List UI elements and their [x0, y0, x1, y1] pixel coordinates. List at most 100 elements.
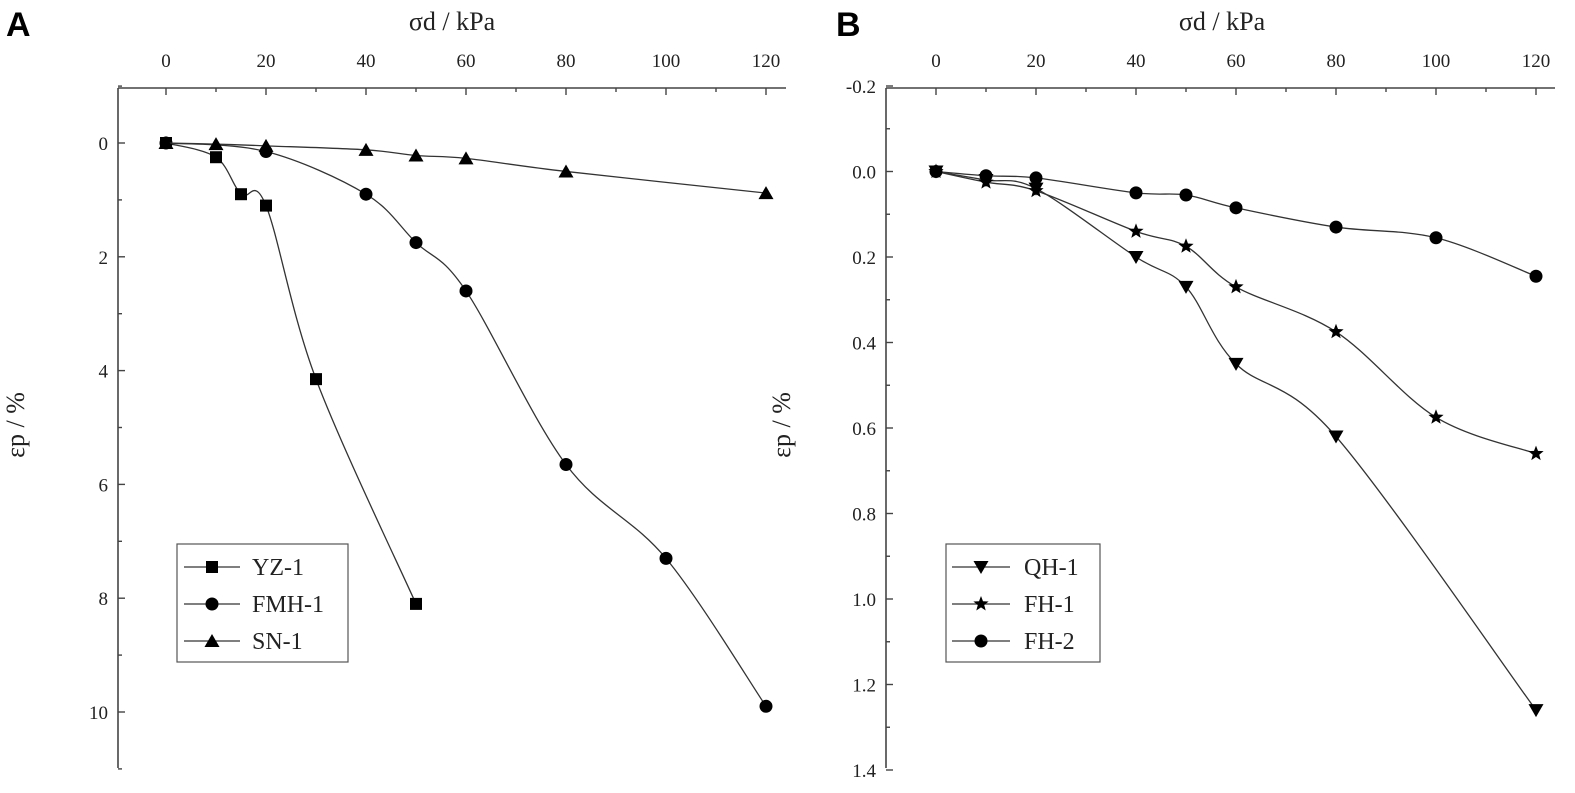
- data-point-sn-1: [358, 142, 374, 156]
- data-point-qh-1: [1228, 357, 1244, 371]
- series-line-yz-1: [165, 142, 417, 605]
- panel-b-label: B: [836, 6, 861, 44]
- x-tick-label: 40: [1127, 51, 1146, 72]
- y-tick-label: 8: [99, 589, 109, 610]
- data-point-fh-1: [1228, 278, 1244, 294]
- panel-b-y-axis-title: εp / %: [767, 392, 796, 458]
- data-point-fmh-1: [409, 236, 423, 250]
- y-tick-label: 10: [89, 703, 108, 724]
- legend-item-fh-2: FH-2: [952, 629, 1075, 655]
- x-tick-label: 120: [752, 51, 781, 72]
- data-point-yz-1: [260, 199, 272, 212]
- legend-label-fh-1: FH-1: [1024, 592, 1075, 618]
- data-point-fh-2: [979, 169, 993, 183]
- series-line-fh-1: [935, 170, 1537, 455]
- data-point-fmh-1: [359, 187, 373, 201]
- data-point-fmh-1: [459, 284, 473, 298]
- y-tick-label: 1.0: [852, 590, 876, 611]
- data-point-yz-1: [210, 151, 222, 164]
- data-point-sn-1: [758, 186, 774, 200]
- data-point-sn-1: [158, 136, 174, 149]
- y-tick-label: 0.8: [852, 505, 876, 526]
- panel-a-y-axis-title: εp / %: [1, 392, 30, 458]
- y-tick-label: 6: [99, 475, 109, 496]
- legend-label-fmh-1: FMH-1: [252, 592, 324, 618]
- y-tick-label: 1.4: [852, 761, 876, 782]
- panel-a-series: [158, 136, 774, 713]
- y-tick-label: 4: [99, 362, 109, 383]
- panel-b-legend-box: [945, 543, 1101, 663]
- panel-b-legend: QH-1 FH-1 FH-2: [945, 543, 1101, 663]
- series-line-qh-1: [935, 170, 1537, 711]
- legend-item-fmh-1: FMH-1: [184, 592, 324, 618]
- legend-triangle-up-marker: [204, 634, 220, 647]
- x-tick-label: 40: [357, 51, 376, 72]
- data-point-yz-1: [410, 597, 422, 610]
- data-point-fh-2: [1229, 201, 1243, 215]
- legend-label-yz-1: YZ-1: [252, 555, 304, 581]
- data-point-sn-1: [258, 138, 274, 152]
- legend-item-qh-1: QH-1: [952, 555, 1079, 581]
- y-tick-label: 0: [99, 134, 109, 155]
- data-point-qh-1: [1528, 704, 1544, 718]
- data-point-fh-1: [1178, 238, 1194, 253]
- data-point-fh-2: [929, 165, 943, 178]
- panel-a-x-ticks: 0 20 40 60 80 100 120: [161, 51, 780, 95]
- x-tick-label: 100: [1422, 51, 1451, 72]
- y-tick-label: 0.4: [852, 334, 876, 355]
- x-tick-label: 100: [652, 51, 681, 72]
- legend-item-fh-1: FH-1: [952, 592, 1075, 618]
- panel-a-legend-box: [176, 543, 349, 663]
- panel-b-x-axis-title: σd / kPa: [1179, 7, 1266, 36]
- y-tick-label: 0.6: [852, 419, 876, 440]
- y-tick-label: -0.2: [846, 77, 876, 98]
- data-point-sn-1: [408, 148, 424, 162]
- legend-label-sn-1: SN-1: [252, 629, 303, 655]
- x-tick-label: 20: [1027, 51, 1046, 72]
- series-line-sn-1: [165, 142, 767, 194]
- data-point-fh-2: [1329, 220, 1343, 234]
- x-tick-label: 80: [1327, 51, 1346, 72]
- x-tick-label: 0: [161, 51, 171, 72]
- legend-circle-marker: [205, 597, 219, 611]
- series-line-fh-2: [935, 170, 1537, 277]
- data-point-fmh-1: [659, 551, 673, 565]
- x-tick-label: 60: [1227, 51, 1246, 72]
- data-point-fmh-1: [559, 457, 573, 471]
- legend-circle-marker: [974, 634, 988, 648]
- data-point-qh-1: [1128, 251, 1144, 264]
- x-tick-label: 0: [931, 51, 941, 72]
- x-tick-label: 80: [557, 51, 576, 72]
- data-point-yz-1: [235, 188, 247, 201]
- data-point-sn-1: [558, 164, 574, 178]
- y-tick-label: 1.2: [852, 676, 876, 697]
- data-point-fh-2: [1129, 186, 1143, 200]
- data-point-sn-1: [208, 137, 224, 151]
- panel-a-y-ticks: 0 2 4 6 8 10: [89, 85, 125, 770]
- data-point-qh-1: [1328, 430, 1344, 444]
- data-point-fh-2: [1179, 188, 1193, 202]
- panel-b-y-ticks: -0.2 0.0 0.2 0.4 0.6 0.8 1.0 1.2 1.4: [846, 77, 893, 782]
- legend-triangle-down-marker: [973, 561, 989, 574]
- panel-a-label: A: [6, 6, 31, 44]
- data-point-fh-2: [1429, 231, 1443, 245]
- legend-star-marker: [973, 596, 989, 611]
- x-tick-label: 120: [1522, 51, 1551, 72]
- panel-b-x-ticks: 0 20 40 60 80 100 120: [931, 51, 1550, 95]
- data-point-fh-1: [1528, 445, 1544, 461]
- data-point-fmh-1: [759, 699, 773, 713]
- legend-label-qh-1: QH-1: [1024, 555, 1079, 581]
- data-point-fh-1: [1028, 182, 1044, 198]
- legend-label-fh-2: FH-2: [1024, 629, 1075, 655]
- data-point-qh-1: [1178, 280, 1194, 294]
- data-point-fh-1: [1328, 323, 1344, 339]
- legend-item-yz-1: YZ-1: [184, 555, 304, 581]
- y-tick-label: 0.0: [852, 163, 876, 184]
- data-point-fh-1: [1128, 223, 1144, 238]
- x-tick-label: 60: [457, 51, 476, 72]
- data-point-yz-1: [310, 373, 322, 386]
- data-point-fh-2: [1529, 269, 1543, 283]
- panel-b-series: [928, 163, 1544, 718]
- data-point-fh-1: [1428, 409, 1444, 424]
